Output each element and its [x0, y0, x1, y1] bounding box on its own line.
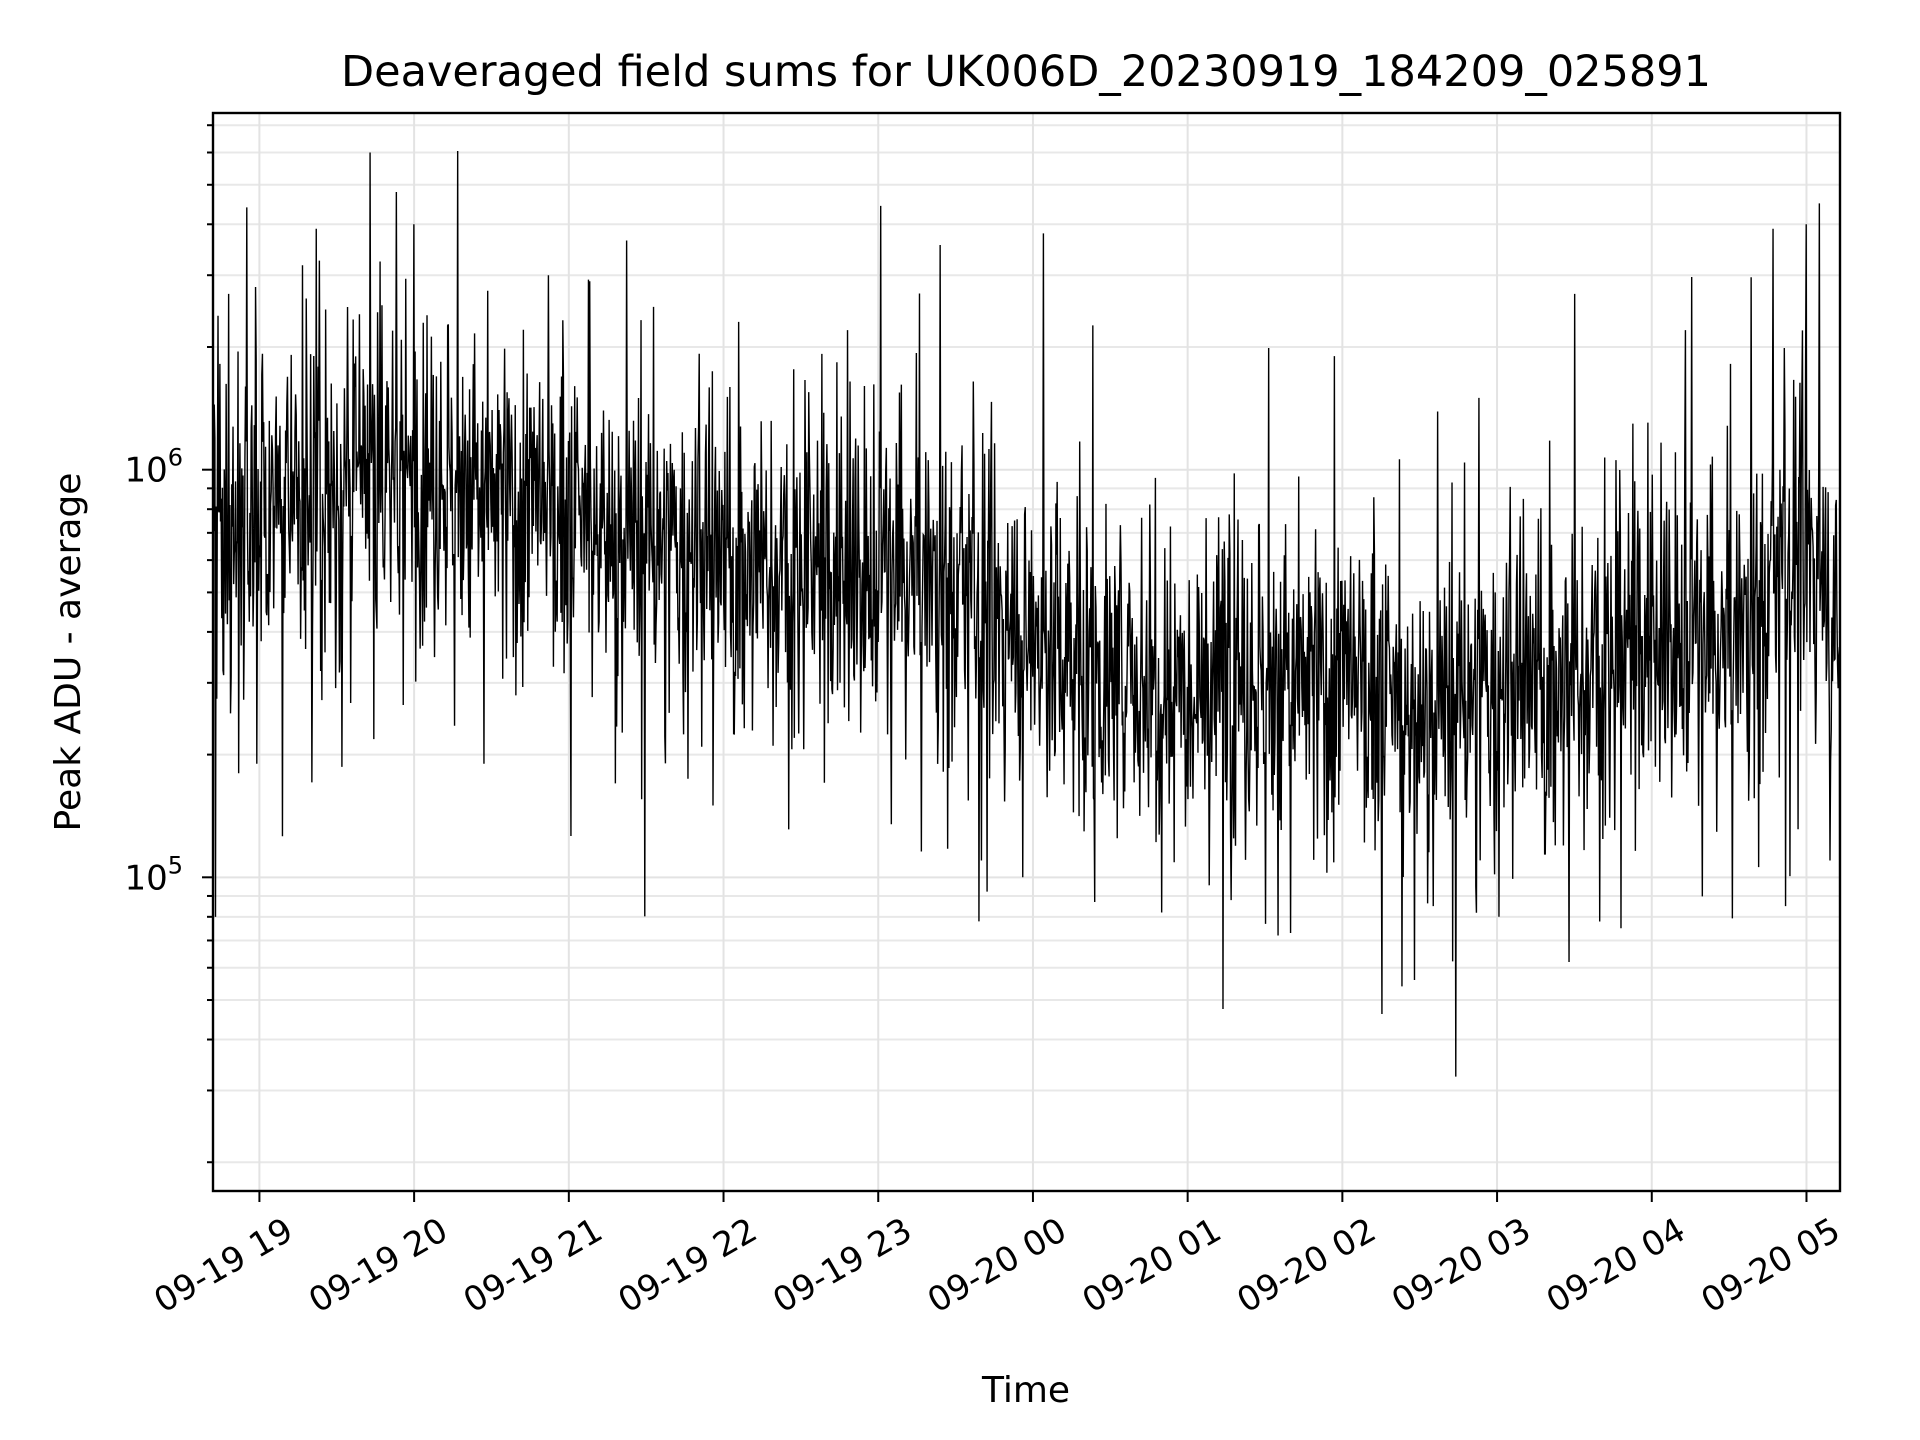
plot-frame: [211, 111, 1842, 1193]
chart-title: Deaveraged field sums for UK006D_2023091…: [341, 47, 1711, 97]
y-tick-base: 10: [124, 451, 167, 491]
y-tick-exponent: 6: [168, 444, 183, 472]
y-tick-exponent: 5: [168, 851, 183, 879]
series-layer: [212, 151, 1841, 1163]
x-axis-label: Time: [981, 1370, 1070, 1411]
y-tick-label: 105: [124, 851, 183, 898]
y-tick-label: 106: [124, 444, 183, 491]
y-tick-base: 10: [124, 858, 167, 898]
series-line: [212, 151, 1841, 1163]
y-axis-label: Peak ADU - average: [48, 473, 89, 832]
